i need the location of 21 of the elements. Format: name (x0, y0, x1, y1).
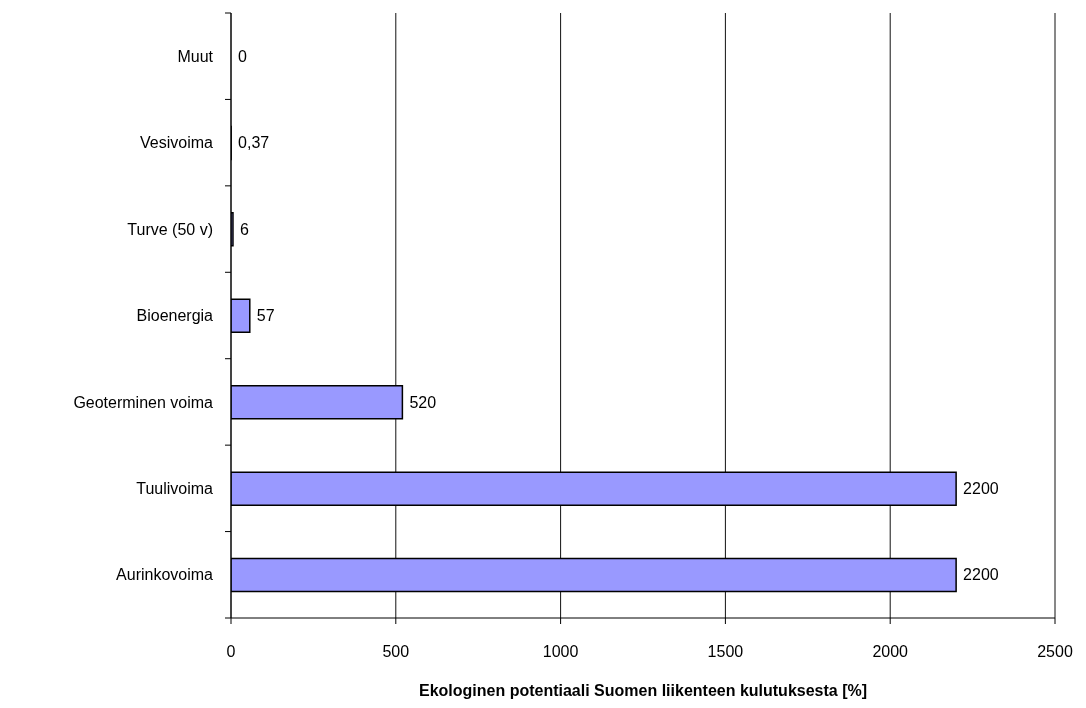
y-tick-label: Vesivoima (140, 134, 214, 152)
x-tick-label: 500 (382, 643, 410, 661)
y-tick-label: Tuulivoima (136, 479, 214, 497)
data-label: 0 (238, 47, 247, 65)
x-tick-label: 2000 (872, 643, 909, 661)
data-label: 57 (256, 307, 275, 325)
x-axis-title: Ekologinen potentiaali Suomen liikenteen kulutuksesta [%] (418, 682, 868, 699)
x-tick-label: 2500 (1037, 643, 1073, 661)
y-tick-label: Muut (177, 47, 214, 65)
data-label: 520 (409, 393, 437, 411)
data-label: 2200 (963, 566, 999, 584)
x-tick-label: 1500 (707, 643, 744, 661)
x-tick-label: 1000 (542, 643, 579, 661)
data-label: 2200 (963, 479, 999, 497)
y-tick-label: Geoterminen voima (73, 393, 214, 411)
y-tick-label: Turve (50 v) (127, 220, 213, 238)
y-tick-label: Aurinkovoima (116, 566, 214, 584)
x-tick-label: 0 (226, 643, 236, 661)
data-label: 6 (239, 220, 249, 238)
y-tick-label: Bioenergia (136, 307, 214, 325)
data-label: 0,37 (238, 134, 270, 152)
